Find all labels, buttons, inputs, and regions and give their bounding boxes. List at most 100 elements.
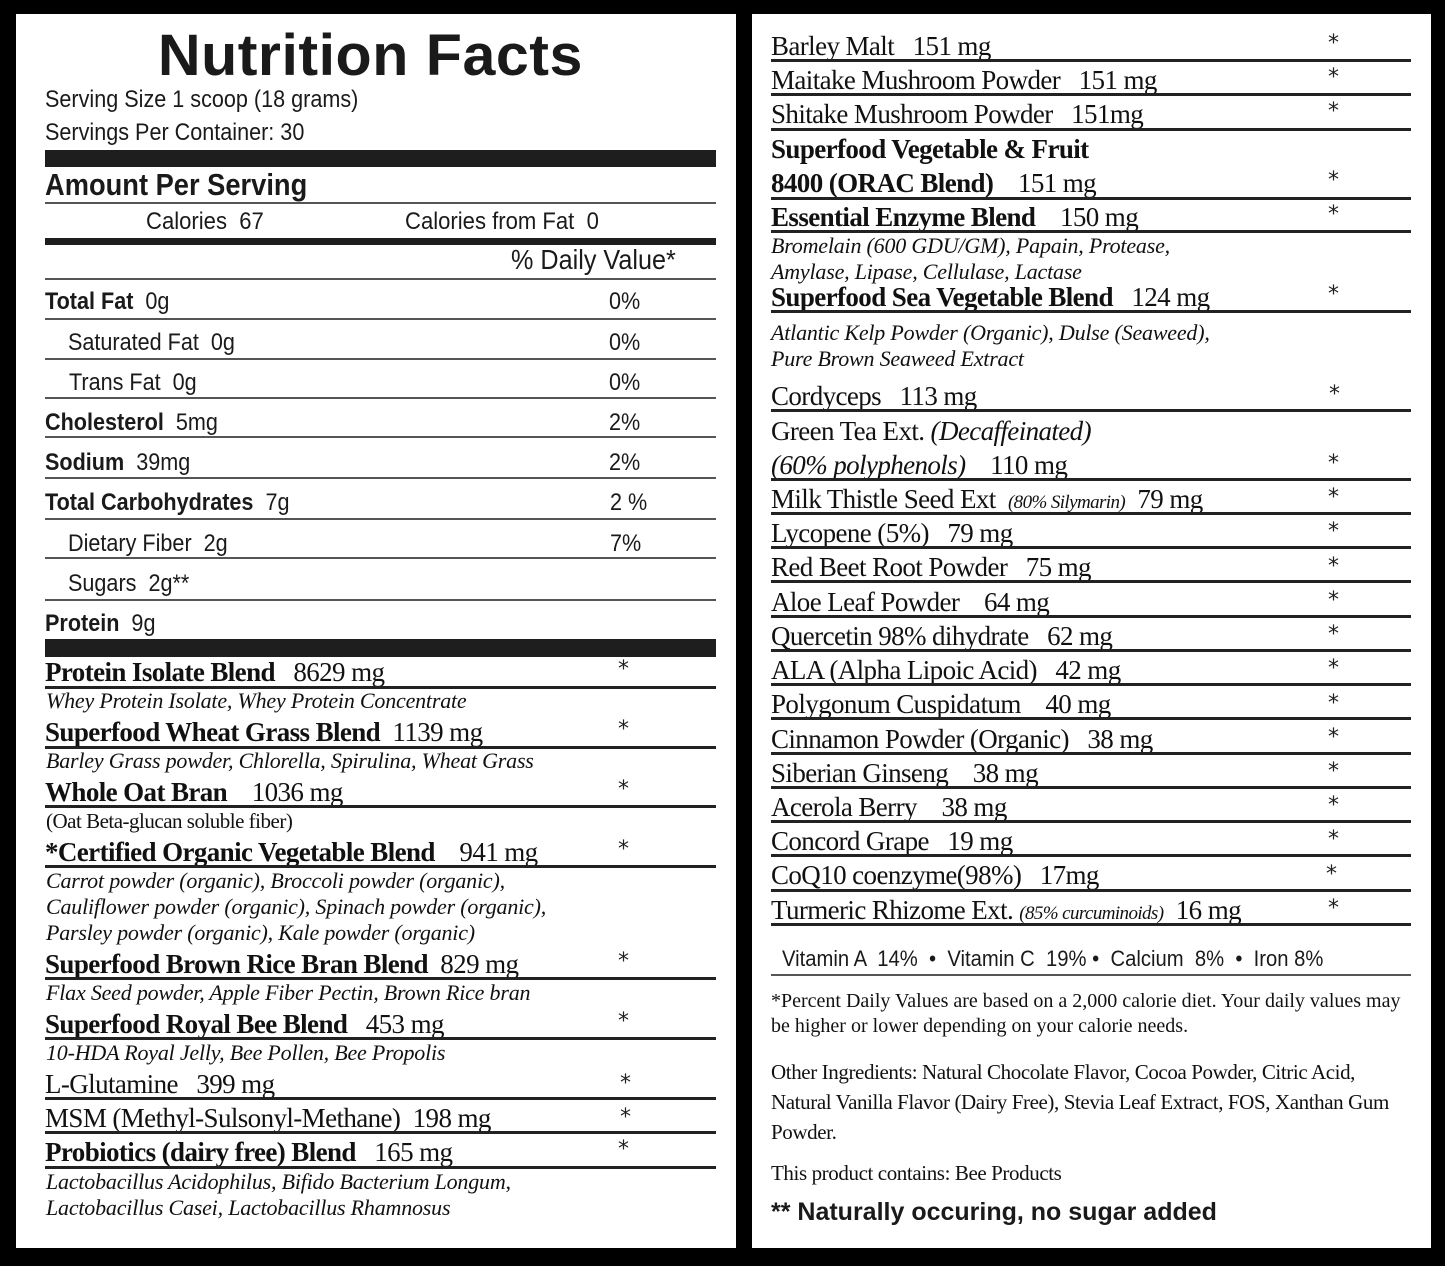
ingredient-concord-grape: Concord Grape 19 mg	[771, 826, 1013, 856]
dv-asterisk: *	[618, 1137, 629, 1162]
dv-cholesterol: 2%	[609, 409, 641, 436]
dv-asterisk: *	[1328, 65, 1339, 90]
divider	[771, 197, 1411, 200]
label-title: Nutrition Facts	[157, 23, 583, 88]
bullet: •	[1235, 946, 1243, 971]
ingredient-maitake-mushroom: Maitake Mushroom Powder 151 mg	[771, 65, 1157, 95]
nutrient-row-sugars: Sugars 2g**	[68, 570, 190, 597]
dv-asterisk: *	[1328, 519, 1339, 544]
divider	[45, 746, 716, 749]
allergen-statement: This product contains: Bee Products	[771, 1161, 1062, 1185]
ingredient-royal-bee-blend: Superfood Royal Bee Blend 453 mg	[45, 1009, 444, 1039]
dv-asterisk: *	[1328, 725, 1339, 750]
dv-asterisk: *	[618, 837, 629, 862]
divider	[45, 599, 716, 601]
dv-sodium: 2%	[609, 449, 641, 476]
divider	[771, 409, 1411, 412]
daily-value-header: % Daily Value*	[511, 244, 676, 275]
dv-asterisk: *	[1328, 168, 1339, 193]
divider	[771, 717, 1411, 720]
dv-asterisk: *	[1328, 827, 1339, 852]
divider	[771, 230, 1411, 233]
divider	[45, 1166, 716, 1169]
ingredient-sub: Whey Protein Isolate, Whey Protein Conce…	[46, 688, 467, 713]
nutrient-row-dietary-fiber: Dietary Fiber 2g	[68, 530, 228, 557]
ingredient-siberian-ginseng: Siberian Ginseng 38 mg	[771, 758, 1039, 788]
calories-from-fat-label: Calories from Fat	[405, 208, 575, 235]
calories-from-fat-value: 0	[586, 208, 599, 235]
dv-trans-fat: 0%	[609, 369, 641, 396]
divider	[771, 546, 1411, 549]
divider	[45, 358, 716, 360]
divider	[45, 278, 716, 280]
calories-label: Calories	[146, 208, 227, 235]
ingredient-sub: 10-HDA Royal Jelly, Bee Pollen, Bee Prop…	[46, 1040, 446, 1065]
ingredient-msm: MSM (Methyl-Sulsonyl-Methane) 198 mg	[45, 1103, 491, 1133]
dv-asterisk: *	[1328, 691, 1339, 716]
dv-asterisk: *	[620, 1071, 631, 1096]
dv-asterisk: *	[1328, 656, 1339, 681]
divider	[771, 683, 1411, 686]
divider	[771, 649, 1411, 652]
ingredient-green-tea: (60% polyphenols) 110 mg	[771, 450, 1068, 480]
ingredient-orac-blend-line1: Superfood Vegetable & Fruit	[771, 134, 1089, 164]
dv-asterisk: *	[1329, 382, 1340, 407]
ingredient-protein-isolate-blend: Protein Isolate Blend 8629 mg	[45, 657, 385, 687]
ingredient-sub: Flax Seed powder, Apple Fiber Pectin, Br…	[46, 980, 531, 1005]
ingredient-green-tea-line1: Green Tea Ext. (Decaffeinated)	[771, 416, 1092, 446]
dv-asterisk: *	[618, 1009, 629, 1034]
ingredient-sub: Atlantic Kelp Powder (Organic), Dulse (S…	[771, 320, 1210, 345]
dv-asterisk: *	[620, 1105, 631, 1130]
ingredient-brown-rice-bran-blend: Superfood Brown Rice Bran Blend 829 mg	[45, 949, 519, 979]
medium-divider	[45, 238, 716, 245]
nutrient-row-protein: Protein 9g	[45, 610, 156, 637]
ingredient-enzyme-blend: Essential Enzyme Blend 150 mg	[771, 202, 1139, 232]
dv-asterisk: *	[1328, 622, 1339, 647]
ingredient-turmeric: Turmeric Rhizome Ext. (85% curcuminoids)…	[771, 895, 1242, 925]
ingredient-sub: Barley Grass powder, Chlorella, Spirulin…	[46, 748, 534, 773]
ingredient-sub: Pure Brown Seaweed Extract	[771, 346, 1024, 371]
divider	[45, 686, 716, 689]
nutrient-row-total-fat: Total Fat 0g	[45, 288, 170, 315]
dv-asterisk: *	[618, 657, 629, 682]
iron: Iron 8%	[1253, 946, 1324, 971]
dv-asterisk: *	[618, 717, 629, 742]
divider	[771, 923, 1411, 926]
divider	[771, 478, 1411, 481]
ingredient-cinnamon: Cinnamon Powder (Organic) 38 mg	[771, 724, 1153, 754]
divider	[771, 752, 1411, 755]
supplement-ingredients-panel: Barley Malt 151 mg * Maitake Mushroom Po…	[752, 14, 1431, 1248]
dv-saturated-fat: 0%	[609, 329, 641, 356]
servings-per-container: Servings Per Container: 30	[45, 119, 305, 146]
dv-asterisk: *	[1328, 31, 1339, 56]
divider	[45, 436, 716, 438]
divider	[771, 974, 1411, 976]
ingredient-aloe-leaf: Aloe Leaf Powder 64 mg	[771, 587, 1050, 617]
nutrient-row-sodium: Sodium 39mg	[45, 449, 191, 476]
ingredient-sea-vegetable-blend: Superfood Sea Vegetable Blend 124 mg	[771, 282, 1210, 312]
nutrient-row-cholesterol: Cholesterol 5mg	[45, 409, 218, 436]
amount-per-serving: Amount Per Serving	[45, 167, 308, 202]
ingredient-sub: Carrot powder (organic), Broccoli powder…	[46, 868, 505, 893]
ingredient-cordyceps: Cordyceps 113 mg	[771, 381, 977, 411]
serving-size: Serving Size 1 scoop (18 grams)	[45, 86, 359, 113]
divider	[771, 615, 1411, 618]
divider	[45, 518, 716, 520]
calories: Calories 67	[146, 208, 264, 236]
dv-asterisk: *	[1328, 554, 1339, 579]
ingredient-sub: Bromelain (600 GDU/GM), Papain, Protease…	[771, 233, 1170, 258]
divider	[45, 318, 716, 320]
ingredient-organic-vegetable-blend: *Certified Organic Vegetable Blend 941 m…	[45, 837, 538, 867]
ingredient-l-glutamine: L-Glutamine 399 mg	[45, 1069, 275, 1099]
dv-asterisk: *	[618, 949, 629, 974]
divider	[45, 805, 716, 808]
dv-total-fat: 0%	[609, 288, 641, 315]
divider	[771, 310, 1411, 313]
ingredient-red-beet-root: Red Beet Root Powder 75 mg	[771, 552, 1092, 582]
divider	[771, 512, 1411, 515]
ingredient-lycopene: Lycopene (5%) 79 mg	[771, 518, 1013, 548]
ingredient-barley-malt: Barley Malt 151 mg	[771, 31, 991, 61]
bullet: •	[1092, 946, 1100, 971]
divider	[45, 1097, 716, 1100]
calcium: Calcium 8%	[1110, 946, 1225, 971]
